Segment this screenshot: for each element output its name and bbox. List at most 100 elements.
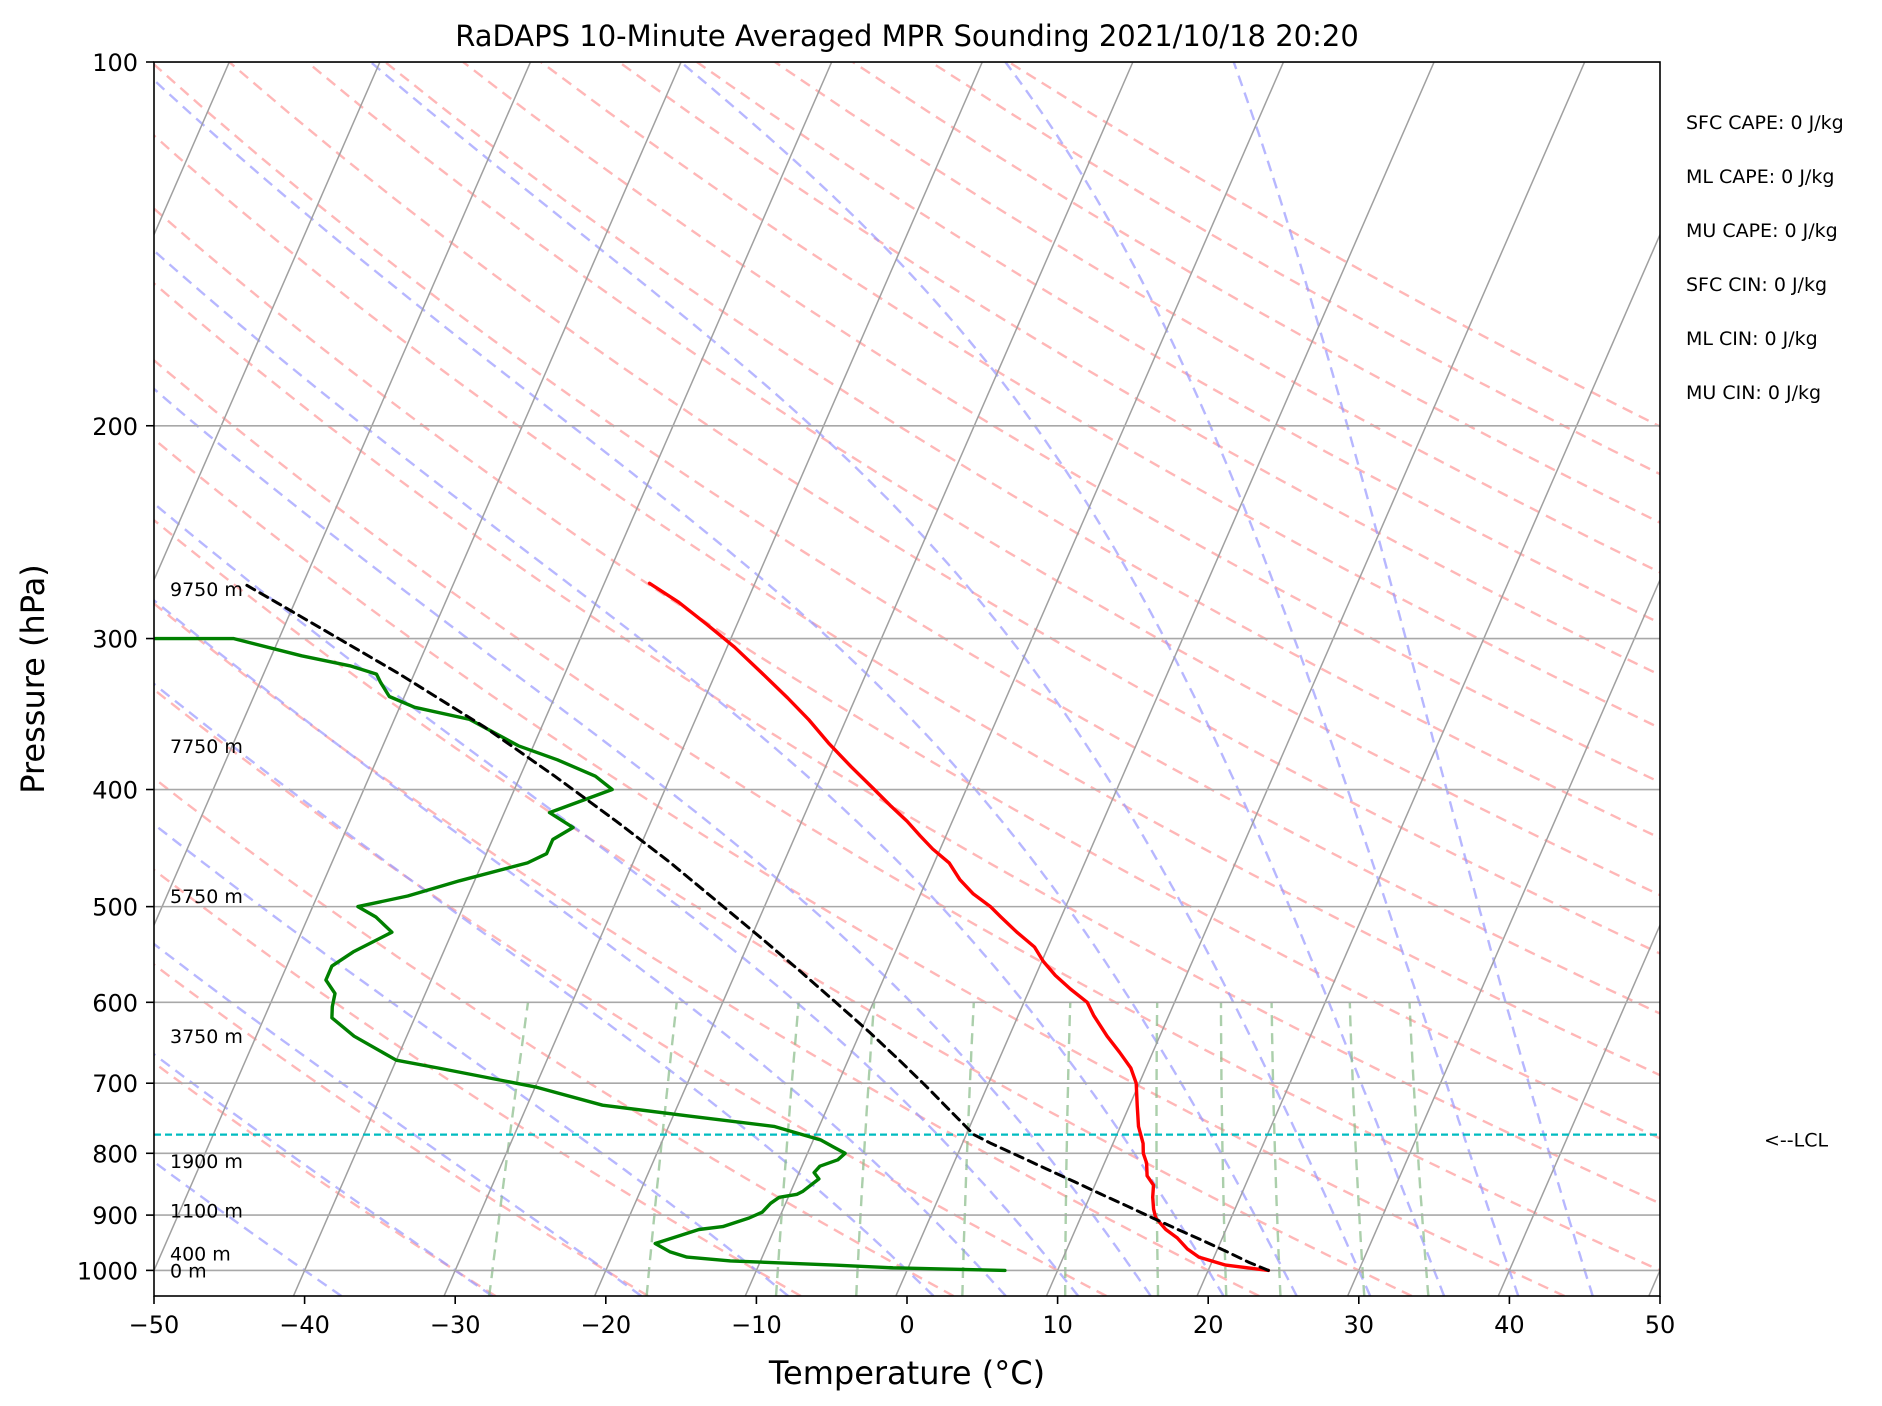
isotherm-line (1799, 62, 1882, 1296)
isotherm-line (154, 62, 381, 582)
index-label: MU CIN: 0 J/kg (1686, 382, 1821, 404)
dry-adiabat-line (154, 963, 649, 1296)
y-axis-label: Pressure (hPa) (14, 564, 52, 794)
y-tick-label: 400 (92, 777, 138, 805)
dry-adiabat-line (154, 776, 955, 1296)
temperature-profile-line (647, 581, 1271, 1273)
dry-adiabat-line (154, 207, 1660, 1140)
dry-adiabat-line (696, 62, 1660, 625)
y-tick-label: 900 (92, 1202, 138, 1230)
x-tick-label: −10 (731, 1311, 782, 1339)
index-label: ML CIN: 0 J/kg (1686, 328, 1818, 350)
isotherm-line (1497, 923, 1660, 1296)
index-label: MU CAPE: 0 J/kg (1686, 220, 1838, 242)
height-label: 7750 m (170, 736, 243, 758)
moist-adiabat-line (154, 387, 1152, 1296)
y-tick-label: 200 (92, 413, 138, 441)
dry-adiabat-line (228, 62, 1660, 955)
index-label: ML CAPE: 0 J/kg (1686, 166, 1834, 188)
x-tick-label: −30 (430, 1311, 481, 1339)
mixing-ratio-line (1348, 1002, 1366, 1296)
moist-adiabat-line (154, 1160, 343, 1296)
x-tick-label: 50 (1645, 1311, 1676, 1339)
moist-adiabat-line (154, 1052, 493, 1296)
mixing-ratio-line (1155, 1002, 1160, 1296)
moist-adiabat-line (369, 62, 1372, 1296)
x-tick-label: −50 (129, 1311, 180, 1339)
dry-adiabat-line (154, 518, 1413, 1296)
x-axis-label: Temperature (°C) (768, 1354, 1045, 1392)
mixing-ratio-line (488, 1002, 530, 1296)
x-tick-label: 40 (1494, 1311, 1525, 1339)
dry-adiabat-line (154, 133, 1660, 1077)
dry-adiabat-line (154, 688, 1107, 1296)
y-tick-label: 1000 (77, 1257, 138, 1285)
height-label: 1900 m (170, 1151, 243, 1173)
dry-adiabat-line (154, 1061, 497, 1296)
moist-adiabat-line (154, 942, 643, 1296)
mixing-ratio-line (1270, 1002, 1282, 1296)
isotherm-line (593, 62, 1134, 1296)
y-tick-label: 100 (92, 49, 138, 77)
dry-adiabat-line (154, 868, 802, 1296)
isotherm-line (1196, 232, 1660, 1296)
isotherm-line (744, 62, 1285, 1296)
background-grid (154, 62, 1882, 1296)
x-tick-label: 20 (1193, 1311, 1224, 1339)
mixing-ratio-line (855, 1002, 876, 1296)
mixing-ratio-line (1408, 1002, 1430, 1296)
dry-adiabat-line (306, 62, 1660, 897)
isotherm-line (895, 62, 1435, 1296)
dry-adiabat-line (540, 62, 1660, 730)
height-label: 0 m (170, 1260, 207, 1282)
y-tick-label: 300 (92, 626, 138, 654)
mixing-ratio-line (1219, 1002, 1228, 1296)
x-tick-label: 30 (1344, 1311, 1375, 1339)
parcel-profile-line (245, 583, 1270, 1272)
height-label: 1100 m (170, 1200, 243, 1222)
x-tick-label: 0 (899, 1311, 914, 1339)
y-tick-label: 600 (92, 989, 138, 1017)
isotherm-line (1648, 1268, 1660, 1296)
data-series (154, 581, 1271, 1273)
y-tick-label: 500 (92, 894, 138, 922)
x-tick-label: −20 (580, 1311, 631, 1339)
x-tick-label: −40 (279, 1311, 330, 1339)
dry-adiabat-line (930, 62, 1660, 476)
isotherm-line (1346, 578, 1660, 1296)
dry-adiabat-line (384, 62, 1660, 840)
height-label: 400 m (170, 1243, 231, 1265)
moist-adiabat-line (154, 598, 1007, 1296)
x-tick-label: 10 (1042, 1311, 1073, 1339)
dry-adiabat-line (154, 62, 1660, 1015)
moist-adiabat-line (1004, 62, 1520, 1296)
annotations: 9750 m 7750 m 5750 m 3750 m 1900 m 1100 m 400 … (170, 112, 1844, 1282)
dry-adiabat-line (618, 62, 1660, 677)
height-label: 5750 m (170, 886, 243, 908)
mixing-ratio-line (1064, 1002, 1072, 1296)
isotherm-line (443, 62, 983, 1296)
isotherm-line (154, 62, 682, 1273)
isotherm-line (292, 62, 833, 1296)
isotherm-line (154, 62, 532, 928)
mixing-ratio-line (961, 1002, 975, 1296)
chart-title: RaDAPS 10-Minute Averaged MPR Sounding 2… (455, 19, 1359, 53)
isotherm-line (1045, 62, 1586, 1296)
moist-adiabat-line (680, 62, 1446, 1296)
y-tick-label: 700 (92, 1070, 138, 1098)
dry-adiabat-line (852, 62, 1660, 524)
dry-adiabat-line (1008, 62, 1660, 428)
moist-adiabat-line (1232, 62, 1594, 1296)
dry-adiabat-line (154, 281, 1660, 1205)
moist-adiabat-line (154, 249, 1225, 1296)
dry-adiabat-line (154, 602, 1260, 1296)
lcl-label: <--LCL (1764, 1130, 1828, 1152)
moist-adiabat-line (154, 78, 1298, 1296)
dry-adiabat-line (154, 437, 1566, 1296)
axes: −50 −40 −30 −20 −10 0 10 20 30 40 50 100 200 300 400 50… (77, 49, 1675, 1339)
dry-adiabat-line (774, 62, 1660, 574)
mixing-ratio-line (645, 1002, 678, 1296)
mixing-ratio-line (774, 1002, 800, 1296)
moist-adiabat-line (154, 501, 1080, 1296)
